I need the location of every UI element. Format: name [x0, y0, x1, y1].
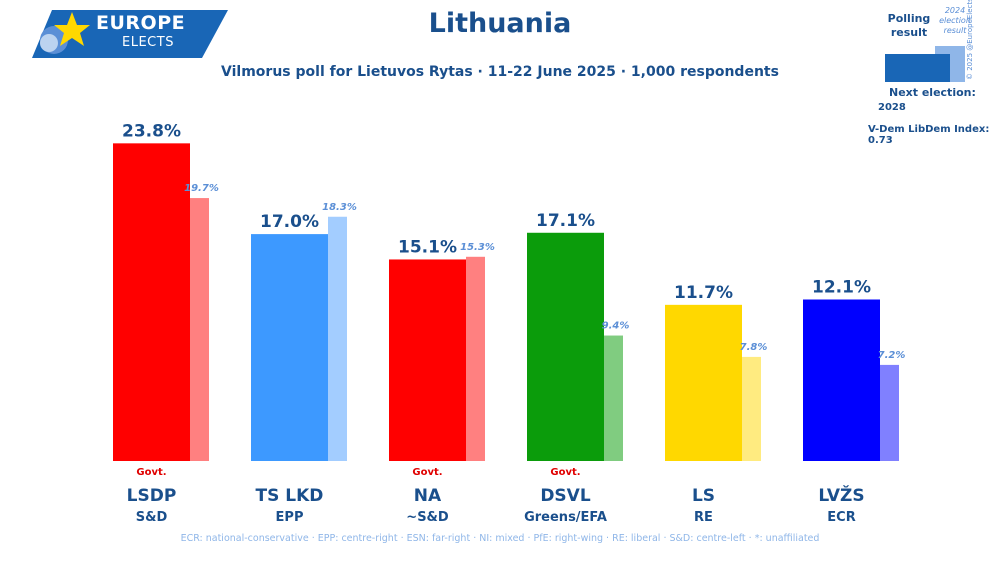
- bar-previous-label-4: 7.8%: [740, 342, 768, 353]
- party-group-0: S&D: [136, 510, 168, 525]
- logo-banner-icon: [32, 10, 228, 58]
- logo-text-europe: EUROPE: [96, 12, 186, 34]
- page-subtitle: Vilmorus poll for Lietuvos Rytas · 11-22…: [221, 64, 779, 80]
- bar-previous-label-5: 7.2%: [878, 350, 906, 361]
- govt-label-3: Govt.: [550, 467, 580, 478]
- govt-label-0: Govt.: [136, 467, 166, 478]
- bar-polling-3: [527, 232, 604, 461]
- govt-label-2: Govt.: [412, 467, 442, 478]
- legend-previous-label: 2024 election result: [939, 6, 971, 35]
- bar-polling-label-4: 11.7%: [674, 283, 733, 303]
- europe-elects-logo: EUROPE ELECTS: [32, 10, 228, 58]
- bar-polling-label-3: 17.1%: [536, 211, 595, 231]
- party-name-1: TS LKD: [256, 486, 324, 506]
- bar-previous-5: [880, 364, 899, 461]
- bar-polling-label-1: 17.0%: [260, 212, 319, 232]
- party-group-3: Greens/EFA: [524, 510, 607, 525]
- bar-polling-label-2: 15.1%: [398, 237, 457, 257]
- bar-previous-label-1: 18.3%: [322, 202, 357, 213]
- bar-polling-0: [113, 143, 190, 462]
- party-group-2: ~S&D: [406, 510, 449, 525]
- bar-polling-1: [251, 234, 328, 461]
- party-name-0: LSDP: [127, 486, 177, 506]
- legend-polling-swatch: [885, 54, 950, 82]
- bar-previous-label-3: 9.4%: [602, 321, 630, 332]
- legend: Polling result 2024 election result: [880, 6, 990, 124]
- bar-polling-4: [665, 304, 742, 461]
- party-name-4: LS: [692, 486, 715, 506]
- bar-previous-label-0: 19.7%: [184, 183, 219, 194]
- party-group-5: ECR: [827, 510, 855, 525]
- next-election-year: 2028: [878, 102, 906, 113]
- bar-polling-label-0: 23.8%: [122, 121, 181, 141]
- bar-previous-4: [742, 356, 761, 461]
- bar-previous-1: [328, 216, 347, 461]
- vdem-index: V-Dem LibDem Index: 0.73: [868, 124, 990, 146]
- bar-previous-label-2: 15.3%: [460, 242, 495, 253]
- bar-previous-3: [604, 335, 623, 461]
- party-name-5: LVŽS: [818, 484, 864, 506]
- bar-polling-5: [803, 299, 880, 461]
- party-group-1: EPP: [276, 510, 304, 525]
- party-name-2: NA: [414, 486, 442, 506]
- bar-previous-0: [190, 198, 209, 461]
- party-group-4: RE: [694, 510, 713, 525]
- party-name-3: DSVL: [540, 486, 591, 506]
- bar-polling-2: [389, 259, 466, 461]
- next-election-label: Next election:: [889, 86, 976, 99]
- page-title: Lithuania: [428, 8, 572, 39]
- legend-polling-label: Polling result: [887, 12, 931, 39]
- bar-previous-2: [466, 256, 485, 461]
- bar-polling-label-5: 12.1%: [812, 278, 871, 298]
- footer-note: ECR: national-conservative · EPP: centre…: [180, 533, 820, 544]
- logo-text-elects: ELECTS: [122, 35, 174, 50]
